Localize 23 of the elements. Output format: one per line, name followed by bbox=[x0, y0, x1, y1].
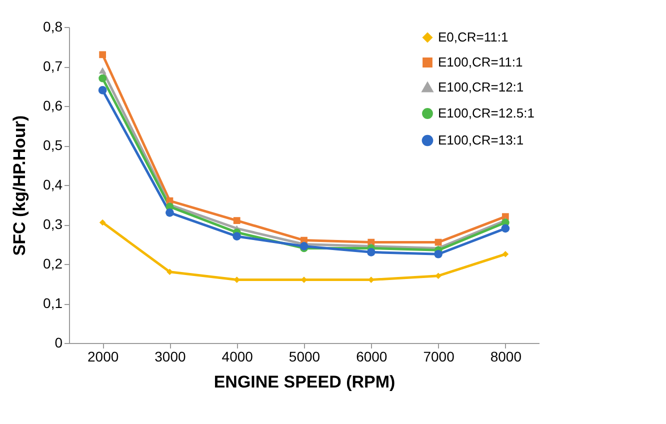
x-tick-label: 3000 bbox=[154, 348, 186, 364]
y-tick-label: 0,6 bbox=[43, 98, 63, 114]
y-tick-label: 0,8 bbox=[43, 18, 63, 34]
y-tick-label: 0,4 bbox=[43, 176, 63, 192]
x-tick-label: 2000 bbox=[87, 348, 119, 364]
y-tick-label: 0 bbox=[54, 334, 63, 350]
legend-label: E100,CR=12:1 bbox=[438, 80, 524, 94]
legend-label: E0,CR=11:1 bbox=[438, 30, 508, 44]
x-tick-label: 4000 bbox=[222, 348, 254, 364]
legend-label: E100,CR=11:1 bbox=[438, 54, 523, 70]
x-tick-label: 7000 bbox=[423, 348, 455, 364]
y-tick-label: 0,2 bbox=[43, 256, 63, 272]
y-tick-label: 0,7 bbox=[43, 58, 63, 74]
y-tick-label: 0,1 bbox=[43, 295, 63, 311]
x-tick-label: 5000 bbox=[288, 348, 320, 364]
y-tick-label: 0,5 bbox=[43, 137, 63, 153]
legend-label: E100,CR=13:1 bbox=[438, 132, 524, 148]
y-axis-title: SFC (kg/HP.Hour) bbox=[10, 115, 30, 256]
legend-label: E100,CR=12.5:1 bbox=[438, 106, 534, 120]
y-tick-label: 0,3 bbox=[43, 216, 63, 232]
x-axis-title: ENGINE SPEED (RPM) bbox=[214, 372, 396, 392]
x-tick-label: 6000 bbox=[356, 348, 388, 364]
x-tick-label: 8000 bbox=[490, 348, 522, 364]
